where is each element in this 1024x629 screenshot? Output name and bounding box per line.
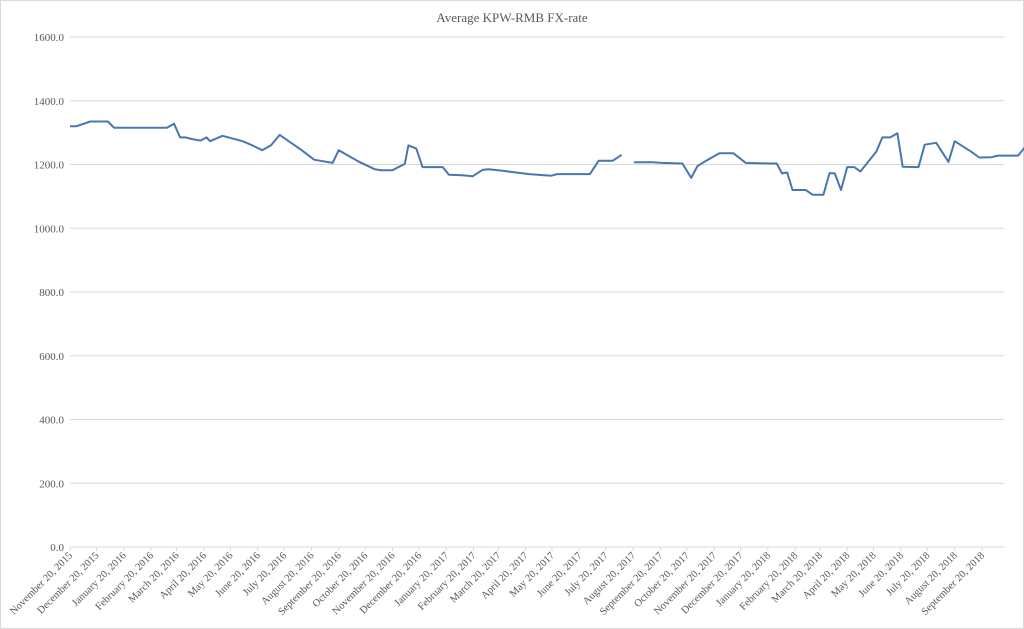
y-tick-label: 1600.0 (34, 32, 65, 44)
series-line-segment-2 (633, 132, 1024, 196)
y-tick-label: 800.0 (39, 287, 64, 299)
series-line-segment-1 (70, 120, 623, 178)
y-tick-label: 1200.0 (34, 160, 65, 172)
y-tick-label: 1400.0 (34, 96, 65, 108)
y-tick-label: 600.0 (39, 351, 64, 363)
y-tick-label: 200.0 (39, 478, 64, 490)
y-tick-label: 0.0 (50, 542, 64, 554)
chart-title: Average KPW-RMB FX-rate (436, 10, 588, 25)
y-axis-tick-labels: 0.0 200.0 400.0 600.0 800.0 1000.0 1200.0 1400.… (34, 32, 65, 554)
gridlines (70, 36, 1004, 548)
y-tick-label: 1000.0 (34, 223, 65, 235)
y-tick-label: 400.0 (39, 415, 64, 427)
series-lines (70, 120, 1024, 196)
